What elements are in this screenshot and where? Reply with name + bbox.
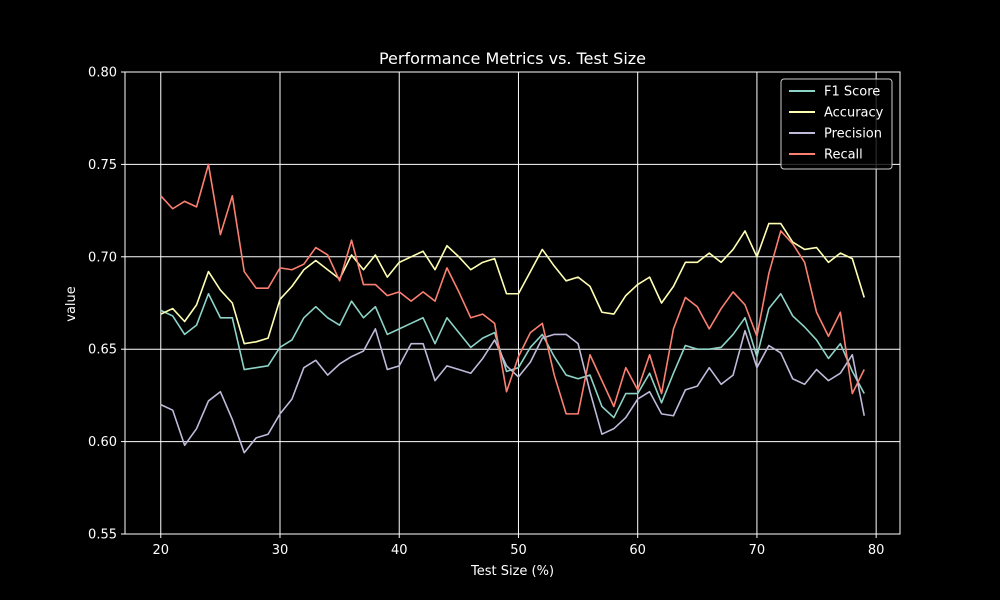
chart-title: Performance Metrics vs. Test Size — [379, 49, 646, 68]
x-tick-label: 50 — [510, 543, 527, 558]
x-tick-label: 20 — [152, 543, 169, 558]
y-tick-label: 0.60 — [88, 435, 117, 450]
legend-label-accuracy: Accuracy — [824, 106, 884, 121]
plot-frame — [124, 71, 901, 535]
x-tick-label: 80 — [868, 543, 885, 558]
axes: 20 30 40 50 60 70 80 0.55 0.60 0.65 0.70 0.75 0.80 — [88, 66, 884, 559]
series-line-precision — [160, 328, 866, 454]
x-tick-label: 40 — [391, 543, 408, 558]
y-tick-label: 0.55 — [88, 528, 117, 543]
legend-box — [780, 78, 893, 170]
series-line-f1-score — [160, 292, 865, 419]
y-tick-label: 0.65 — [88, 343, 117, 358]
legend-label-recall: Recall — [824, 148, 863, 163]
y-axis-label: value — [64, 286, 79, 322]
series-line-accuracy — [160, 222, 865, 345]
y-tick-label: 0.80 — [88, 66, 117, 81]
legend-label-f1-score: F1 Score — [824, 85, 880, 100]
x-tick-label: 70 — [749, 543, 766, 558]
x-axis-label: Test Size (%) — [470, 564, 554, 579]
legend: F1 Score Accuracy Precision Recall — [780, 78, 893, 170]
x-tick-label: 60 — [629, 543, 646, 558]
series-line-recall — [160, 163, 865, 415]
x-tick-label: 30 — [272, 543, 289, 558]
y-tick-label: 0.70 — [88, 250, 117, 265]
series-lines — [160, 163, 866, 454]
y-tick-label: 0.75 — [88, 158, 117, 173]
legend-label-precision: Precision — [824, 127, 882, 142]
